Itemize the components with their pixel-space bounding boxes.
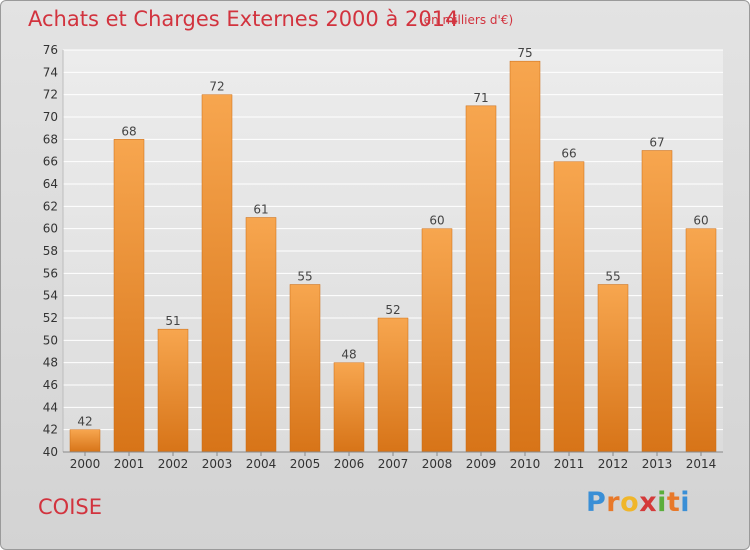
chart-unit: (en milliers d'€) (419, 13, 514, 27)
y-tick-label: 68 (43, 132, 58, 146)
data-label: 75 (517, 46, 532, 60)
x-tick-label: 2010 (510, 457, 541, 471)
x-tick-label: 2006 (334, 457, 365, 471)
y-tick-label: 56 (43, 266, 58, 280)
bar-2005 (289, 284, 321, 453)
data-label: 71 (473, 91, 488, 105)
y-tick-label: 62 (43, 199, 58, 213)
bar-2003 (201, 94, 233, 453)
y-tick-label: 44 (43, 400, 58, 414)
y-tick-label: 66 (43, 155, 58, 169)
x-tick-label: 2002 (158, 457, 189, 471)
y-tick-label: 64 (43, 177, 58, 191)
bar-2012 (597, 284, 629, 453)
data-label: 66 (561, 147, 576, 161)
bar-2013 (641, 150, 673, 453)
data-label: 67 (649, 136, 664, 150)
bar-2007 (377, 317, 409, 453)
chart-title: Achats et Charges Externes 2000 à 2014 (28, 7, 459, 31)
y-tick-label: 42 (43, 423, 58, 437)
y-tick-label: 70 (43, 110, 58, 124)
bar-2009 (465, 105, 497, 453)
bar-2008 (421, 228, 453, 453)
data-label: 60 (429, 214, 444, 228)
data-label: 72 (209, 80, 224, 94)
logo-letter: o (620, 487, 640, 518)
bar-2014 (685, 228, 717, 453)
bar-2011 (553, 161, 585, 453)
x-tick-label: 2000 (70, 457, 101, 471)
y-tick-label: 50 (43, 333, 58, 347)
data-label: 52 (385, 303, 400, 317)
bars: 42 68 51 72 61 55 48 52 60 71 75 66 55 67 60 (69, 46, 717, 453)
x-tick-label: 2009 (466, 457, 497, 471)
logo-letter: i (657, 487, 667, 518)
x-tick-label: 2012 (598, 457, 629, 471)
logo-letter: x (639, 487, 658, 518)
logo-letter: P (586, 487, 607, 518)
y-tick-label: 72 (43, 88, 58, 102)
bar-2001 (113, 139, 145, 453)
data-label: 48 (341, 348, 356, 362)
x-tick-label: 2007 (378, 457, 409, 471)
y-tick-label: 48 (43, 356, 58, 370)
bar-2004 (245, 217, 277, 453)
bar-2006 (333, 362, 365, 453)
bar-2000 (69, 429, 101, 453)
data-label: 55 (605, 270, 620, 284)
x-tick-label: 2011 (554, 457, 585, 471)
logo-letter: t (666, 487, 681, 518)
x-tick-label: 2004 (246, 457, 277, 471)
x-tick-label: 2003 (202, 457, 233, 471)
data-label: 51 (165, 314, 180, 328)
x-tick-label: 2008 (422, 457, 453, 471)
y-tick-label: 76 (43, 43, 58, 57)
bar-2002 (157, 328, 189, 453)
logo-letter: i (680, 487, 691, 518)
y-tick-label: 40 (43, 445, 58, 459)
x-tick-label: 2005 (290, 457, 321, 471)
y-axis: 40 42 44 46 48 50 52 54 56 58 60 62 64 66 68 70 72 74 76 (43, 43, 64, 459)
y-tick-label: 52 (43, 311, 58, 325)
y-tick-label: 60 (43, 222, 58, 236)
y-tick-label: 54 (43, 289, 58, 303)
logo-letter: r (606, 487, 621, 518)
bar-2010 (509, 60, 541, 453)
y-tick-label: 46 (43, 378, 58, 392)
x-tick-label: 2014 (686, 457, 717, 471)
proxiti-logo: Proxiti (586, 487, 690, 518)
data-label: 55 (297, 270, 312, 284)
data-label: 68 (121, 124, 136, 138)
data-label: 42 (77, 415, 92, 429)
data-label: 61 (253, 203, 268, 217)
y-tick-label: 74 (43, 65, 58, 79)
y-tick-label: 58 (43, 244, 58, 258)
data-label: 60 (693, 214, 708, 228)
x-tick-label: 2001 (114, 457, 145, 471)
x-axis: 2000 2001 2002 2003 2004 2005 2006 2007 2008 2009… (63, 451, 723, 471)
x-tick-label: 2013 (642, 457, 673, 471)
commune-name: COISE (38, 495, 102, 519)
